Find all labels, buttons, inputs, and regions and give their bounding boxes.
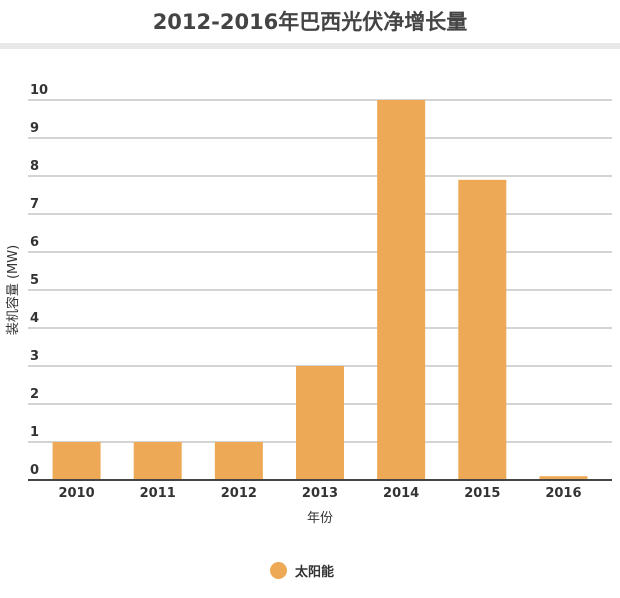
y-tick-label: 10 (30, 83, 48, 98)
y-axis-title: 装机容量 (MW) (5, 245, 21, 335)
x-tick-label: 2014 (383, 486, 419, 501)
y-tick-label: 2 (30, 387, 39, 402)
x-tick-label: 2011 (140, 486, 176, 501)
y-tick-label: 0 (30, 463, 39, 478)
y-tick-label: 9 (30, 121, 39, 136)
x-tick-label: 2012 (221, 486, 257, 501)
legend-label: 太阳能 (295, 565, 335, 580)
bar-2011 (133, 442, 182, 480)
x-tick-label: 2010 (58, 486, 94, 501)
y-tick-label: 6 (30, 235, 39, 250)
y-tick-label: 8 (30, 159, 39, 174)
title-divider (0, 43, 620, 49)
x-tick-label: 2015 (464, 486, 500, 501)
bar-2013 (296, 366, 344, 480)
legend[interactable]: 太阳能 (270, 561, 334, 580)
y-tick-label: 7 (30, 197, 39, 212)
bar-2012 (214, 442, 263, 480)
x-axis-title: 年份 (307, 511, 333, 526)
y-tick-label: 1 (30, 425, 39, 440)
bar-2015 (458, 179, 507, 481)
bar-2014 (377, 100, 426, 480)
legend-marker (270, 562, 287, 579)
y-tick-label: 5 (30, 273, 39, 288)
chart-title: 2012-2016年巴西光伏净增长量 (152, 10, 468, 34)
bar-2010 (52, 442, 101, 480)
y-tick-label: 4 (30, 311, 39, 326)
y-tick-label: 3 (30, 349, 39, 364)
x-tick-label: 2016 (545, 486, 581, 501)
x-tick-label: 2013 (302, 486, 338, 501)
bar-2016 (539, 476, 588, 480)
